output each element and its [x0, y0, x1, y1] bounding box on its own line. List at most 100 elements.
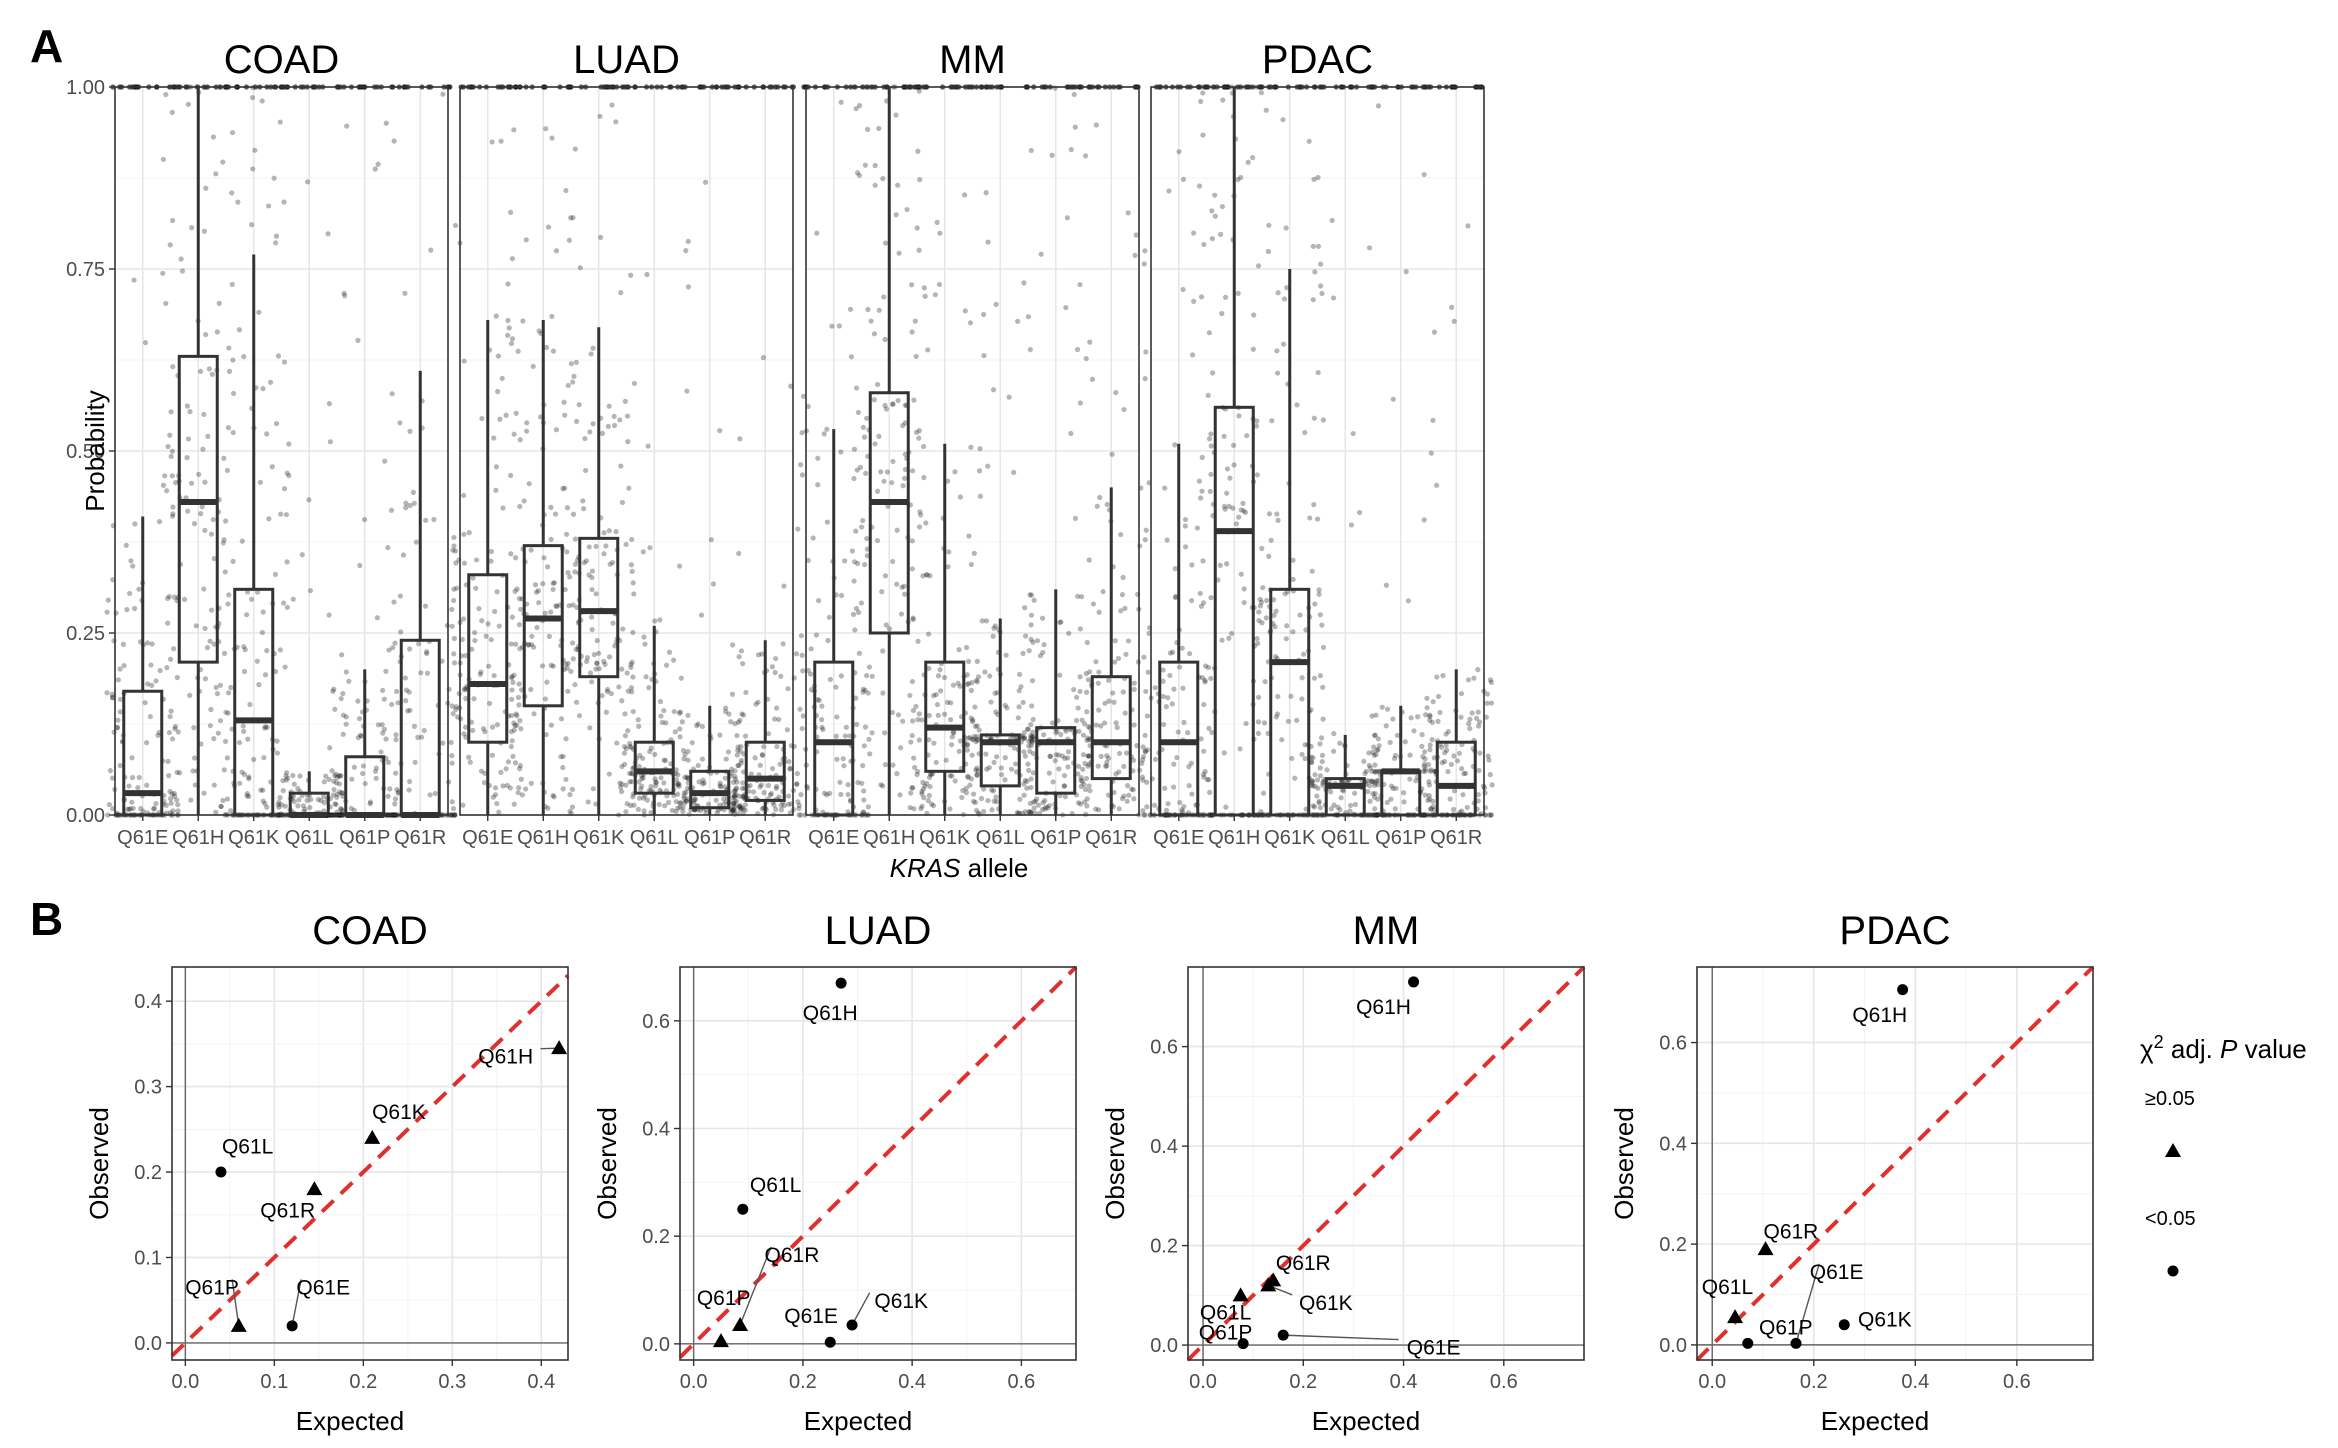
jitter-point — [104, 609, 110, 615]
jitter-point — [153, 800, 159, 807]
y-tick-label: 0.4 — [134, 991, 162, 1013]
jitter-point — [461, 531, 467, 537]
jitter-point — [1314, 793, 1320, 799]
jitter-point — [1028, 742, 1034, 749]
point-q61l — [737, 1203, 749, 1215]
jitter-point — [925, 631, 932, 637]
jitter-point — [974, 723, 980, 729]
jitter-point — [454, 714, 461, 720]
jitter-point — [1367, 765, 1374, 771]
jitter-point — [988, 699, 994, 705]
jitter-point — [1316, 591, 1322, 597]
jitter-point — [341, 290, 347, 296]
jitter-point — [750, 789, 757, 795]
jitter-point — [957, 738, 964, 744]
jitter-point — [160, 156, 166, 163]
jitter-point — [284, 770, 290, 776]
jitter-point — [1390, 785, 1396, 792]
jitter-point — [1169, 701, 1175, 707]
jitter-point — [1372, 790, 1378, 797]
jitter-point — [1442, 750, 1448, 756]
jitter-point — [1290, 557, 1296, 563]
jitter-point — [169, 791, 175, 797]
jitter-point — [1366, 762, 1372, 769]
jitter-point — [673, 777, 680, 783]
jitter-point — [162, 473, 168, 479]
jitter-point — [1040, 806, 1046, 812]
jitter-point — [957, 494, 964, 500]
jitter-point — [1116, 806, 1122, 812]
jitter-point — [838, 592, 845, 599]
jitter-point — [392, 796, 399, 802]
jitter-point — [658, 713, 664, 719]
jitter-point — [170, 504, 176, 510]
jitter-point — [589, 626, 595, 633]
jitter-point — [563, 187, 569, 194]
jitter-point — [136, 586, 142, 592]
jitter-point — [124, 806, 130, 812]
jitter-point — [739, 785, 745, 792]
jitter-point — [980, 808, 987, 815]
jitter-point — [898, 745, 904, 751]
y-tick-label: 0.50 — [66, 441, 105, 463]
jitter-point — [677, 734, 683, 740]
jitter-point — [1236, 514, 1242, 520]
jitter-point — [1375, 103, 1382, 109]
point-label: Q61H — [1852, 1004, 1907, 1027]
jitter-point — [1434, 674, 1440, 680]
jitter-point — [624, 801, 630, 807]
jitter-point — [599, 693, 605, 699]
jitter-point — [1475, 798, 1481, 804]
jitter-point — [1059, 753, 1065, 759]
jitter-point — [252, 147, 258, 153]
jitter-point — [625, 728, 631, 734]
jitter-point — [216, 300, 222, 306]
label-leader-line — [1283, 1334, 1399, 1341]
jitter-point — [883, 622, 889, 628]
jitter-point — [560, 786, 566, 792]
jitter-point — [1030, 751, 1037, 757]
jitter-point — [1302, 429, 1308, 436]
jitter-point — [385, 793, 391, 799]
jitter-point — [1415, 714, 1421, 720]
jitter-point — [895, 182, 901, 188]
jitter-point — [330, 688, 336, 694]
jitter-point — [246, 776, 252, 782]
jitter-point — [512, 722, 518, 729]
jitter-point — [717, 783, 723, 789]
jitter-point — [910, 785, 916, 791]
jitter-point — [424, 649, 430, 655]
jitter-point — [1459, 766, 1465, 772]
jitter-point — [1274, 711, 1281, 717]
jitter-point — [978, 795, 985, 802]
x-tick-label: 0.0 — [171, 1371, 199, 1393]
jitter-point — [548, 662, 554, 668]
jitter-point — [567, 808, 573, 814]
x-tick-label: Q61E — [808, 827, 859, 849]
jitter-point — [730, 800, 737, 807]
jitter-point — [736, 762, 742, 769]
jitter-point — [1077, 674, 1083, 680]
jitter-point — [109, 775, 116, 781]
jitter-point — [902, 402, 908, 408]
x-tick-label: 0.4 — [898, 1371, 926, 1393]
jitter-point — [1131, 686, 1137, 692]
jitter-point — [740, 780, 746, 786]
jitter-point — [1429, 719, 1435, 725]
jitter-point — [389, 701, 395, 708]
jitter-point — [418, 670, 424, 676]
x-tick-label: Q61H — [517, 827, 569, 849]
jitter-point — [923, 572, 929, 578]
jitter-point — [1439, 760, 1445, 766]
jitter-point — [974, 772, 980, 778]
jitter-point — [1428, 806, 1434, 812]
jitter-point — [1072, 515, 1079, 522]
jitter-point — [220, 159, 226, 165]
jitter-point — [1210, 370, 1216, 376]
jitter-point — [153, 678, 159, 684]
jitter-point — [1308, 754, 1314, 760]
jitter-point — [773, 655, 779, 662]
jitter-point — [628, 562, 635, 568]
jitter-point — [528, 686, 534, 693]
jitter-point — [681, 790, 687, 796]
